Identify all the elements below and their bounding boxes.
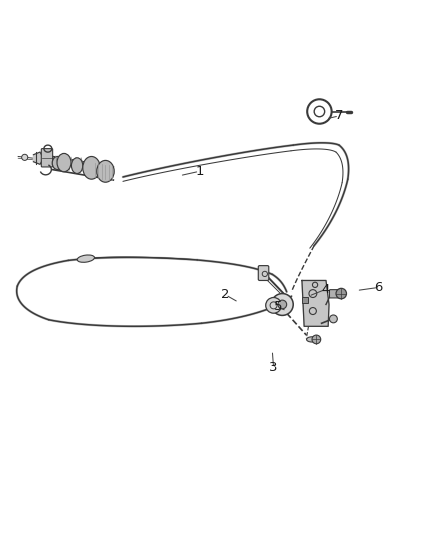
Ellipse shape [307, 337, 318, 342]
Circle shape [266, 297, 282, 313]
Circle shape [312, 335, 321, 344]
FancyBboxPatch shape [302, 297, 308, 303]
Circle shape [21, 154, 28, 160]
Text: 2: 2 [221, 288, 230, 301]
Ellipse shape [77, 255, 95, 262]
Text: 5: 5 [274, 300, 282, 313]
Text: 6: 6 [374, 281, 382, 294]
Text: 1: 1 [195, 165, 204, 178]
FancyBboxPatch shape [258, 265, 269, 280]
Text: 7: 7 [335, 109, 343, 123]
Polygon shape [302, 280, 329, 326]
Ellipse shape [83, 157, 100, 179]
Circle shape [278, 300, 287, 309]
Ellipse shape [97, 160, 114, 182]
Ellipse shape [52, 157, 63, 169]
Ellipse shape [57, 154, 71, 172]
Text: 4: 4 [322, 282, 330, 296]
Circle shape [272, 294, 293, 316]
FancyBboxPatch shape [329, 289, 342, 298]
Polygon shape [33, 152, 43, 164]
Text: 3: 3 [269, 361, 278, 374]
Ellipse shape [71, 158, 83, 174]
Circle shape [336, 288, 346, 299]
Circle shape [329, 315, 337, 323]
FancyBboxPatch shape [41, 149, 53, 167]
